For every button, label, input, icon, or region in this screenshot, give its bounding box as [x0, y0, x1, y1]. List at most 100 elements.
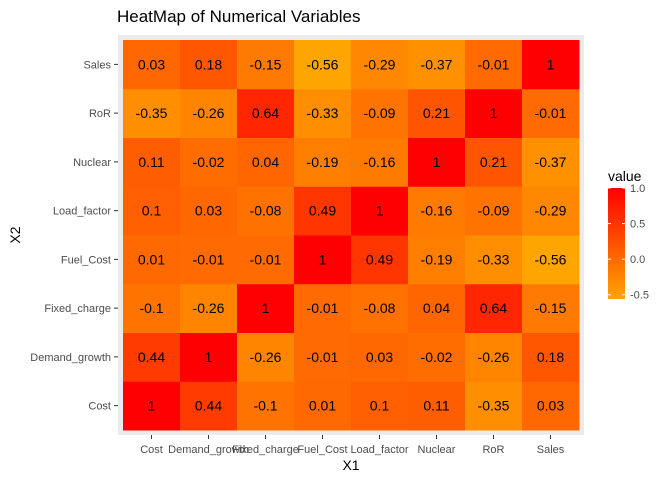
- heatmap-cells: [123, 40, 580, 431]
- cell-value-label: 1: [376, 203, 384, 219]
- heatmap-cell: [351, 381, 409, 431]
- heatmap-cell: [180, 137, 238, 187]
- cell-value-label: -0.19: [307, 154, 339, 170]
- y-tick-label: Nuclear: [73, 157, 111, 169]
- y-tick-label: Load_factor: [53, 206, 111, 218]
- heatmap-cell: [351, 40, 409, 90]
- heatmap-cell-labels: 1 0.44 -0.1 0.01 0.1 0.11 -0.35 0.030.44 1 -0.26-…: [136, 56, 567, 413]
- y-tick-label: Fixed_charge: [44, 303, 111, 315]
- cell-value-label: -0.15: [250, 56, 282, 72]
- heatmap-cell: [180, 186, 238, 236]
- heatmap-cell: [123, 186, 181, 236]
- heatmap-cell: [408, 186, 466, 236]
- heatmap-cell: [408, 88, 466, 138]
- heatmap-cell: [522, 137, 580, 187]
- heatmap-cell: [294, 88, 352, 138]
- x-tick-label: Fuel_Cost: [297, 444, 347, 456]
- heatmap-cell: [522, 186, 580, 236]
- heatmap-cell: [408, 235, 466, 285]
- x-tick-label: Demand_growth: [168, 444, 249, 456]
- y-axis-title: X2: [7, 226, 23, 243]
- cell-value-label: 0.04: [423, 300, 450, 316]
- heatmap-cell: [180, 283, 238, 333]
- heatmap-cell: [294, 40, 352, 90]
- heatmap-cell: [180, 235, 238, 285]
- cell-value-label: 0.01: [138, 251, 165, 267]
- cell-value-label: -0.09: [478, 203, 510, 219]
- cell-value-label: -0.1: [253, 398, 277, 414]
- cell-value-label: 1: [205, 349, 213, 365]
- heatmap-cell: [522, 235, 580, 285]
- heatmap-cell: [237, 235, 295, 285]
- heatmap-cell: [465, 186, 523, 236]
- cell-value-label: 1: [262, 300, 270, 316]
- cell-value-label: -0.01: [307, 300, 339, 316]
- heatmap-cell: [351, 332, 409, 382]
- cell-value-label: 0.21: [423, 105, 450, 121]
- cell-value-label: -0.01: [535, 105, 567, 121]
- cell-value-label: -0.29: [364, 56, 396, 72]
- heatmap-cell: [123, 40, 181, 90]
- cell-value-label: -0.37: [535, 154, 567, 170]
- heatmap-cell: [123, 332, 181, 382]
- heatmap-cell: [237, 137, 295, 187]
- color-legend: value 1.0 0.5 0.0 -0.5: [608, 168, 649, 302]
- heatmap-cell: [237, 40, 295, 90]
- cell-value-label: 0.03: [195, 203, 222, 219]
- cell-value-label: 1: [319, 251, 327, 267]
- cell-value-label: -0.26: [193, 105, 225, 121]
- cell-value-label: -0.01: [250, 251, 282, 267]
- heatmap-cell: [408, 332, 466, 382]
- cell-value-label: 0.49: [366, 251, 393, 267]
- heatmap-cell: [351, 186, 409, 236]
- cell-value-label: 0.44: [138, 349, 165, 365]
- heatmap-cell: [294, 332, 352, 382]
- cell-value-label: -0.08: [364, 300, 396, 316]
- cell-value-label: -0.26: [193, 300, 225, 316]
- cell-value-label: 1: [490, 105, 498, 121]
- x-tick-label: RoR: [482, 444, 504, 456]
- cell-value-label: -0.02: [193, 154, 225, 170]
- x-tick-label: Cost: [140, 444, 163, 456]
- heatmap-cell: [123, 88, 181, 138]
- y-tick-label: RoR: [89, 108, 111, 120]
- heatmap-cell: [123, 283, 181, 333]
- heatmap-cell: [180, 381, 238, 431]
- heatmap-cell: [522, 381, 580, 431]
- cell-value-label: -0.16: [421, 203, 453, 219]
- cell-value-label: -0.02: [421, 349, 453, 365]
- cell-value-label: 0.44: [195, 398, 222, 414]
- legend-tick-label: 0.5: [630, 219, 645, 231]
- heatmap-cell: [465, 40, 523, 90]
- cell-value-label: 0.1: [142, 203, 162, 219]
- legend-colorbar: [608, 188, 625, 299]
- heatmap-cell: [522, 332, 580, 382]
- heatmap-cell: [294, 137, 352, 187]
- heatmap-cell: [522, 40, 580, 90]
- heatmap-cell: [465, 137, 523, 187]
- cell-value-label: 0.03: [138, 56, 165, 72]
- cell-value-label: -0.56: [535, 251, 567, 267]
- cell-value-label: -0.08: [250, 203, 282, 219]
- heatmap-cell: [237, 186, 295, 236]
- cell-value-label: -0.01: [478, 56, 510, 72]
- heatmap-cell: [465, 332, 523, 382]
- y-tick-label: Sales: [83, 59, 111, 71]
- x-tick-label: Load_factor: [350, 444, 408, 456]
- cell-value-label: 0.11: [423, 398, 449, 414]
- chart-title: HeatMap of Numerical Variables: [117, 7, 360, 26]
- cell-value-label: 1: [148, 398, 156, 414]
- heatmap-cell: [465, 283, 523, 333]
- cell-value-label: 0.04: [252, 154, 279, 170]
- x-tick-label: Sales: [537, 444, 565, 456]
- cell-value-label: -0.37: [421, 56, 453, 72]
- heatmap-cell: [294, 283, 352, 333]
- heatmap-cell: [351, 283, 409, 333]
- cell-value-label: 0.18: [537, 349, 564, 365]
- legend-tick-label: 1.0: [630, 183, 645, 195]
- heatmap-cell: [237, 332, 295, 382]
- cell-value-label: 0.64: [480, 300, 507, 316]
- heatmap-cell: [180, 332, 238, 382]
- cell-value-label: 0.11: [138, 154, 164, 170]
- heatmap-cell: [522, 88, 580, 138]
